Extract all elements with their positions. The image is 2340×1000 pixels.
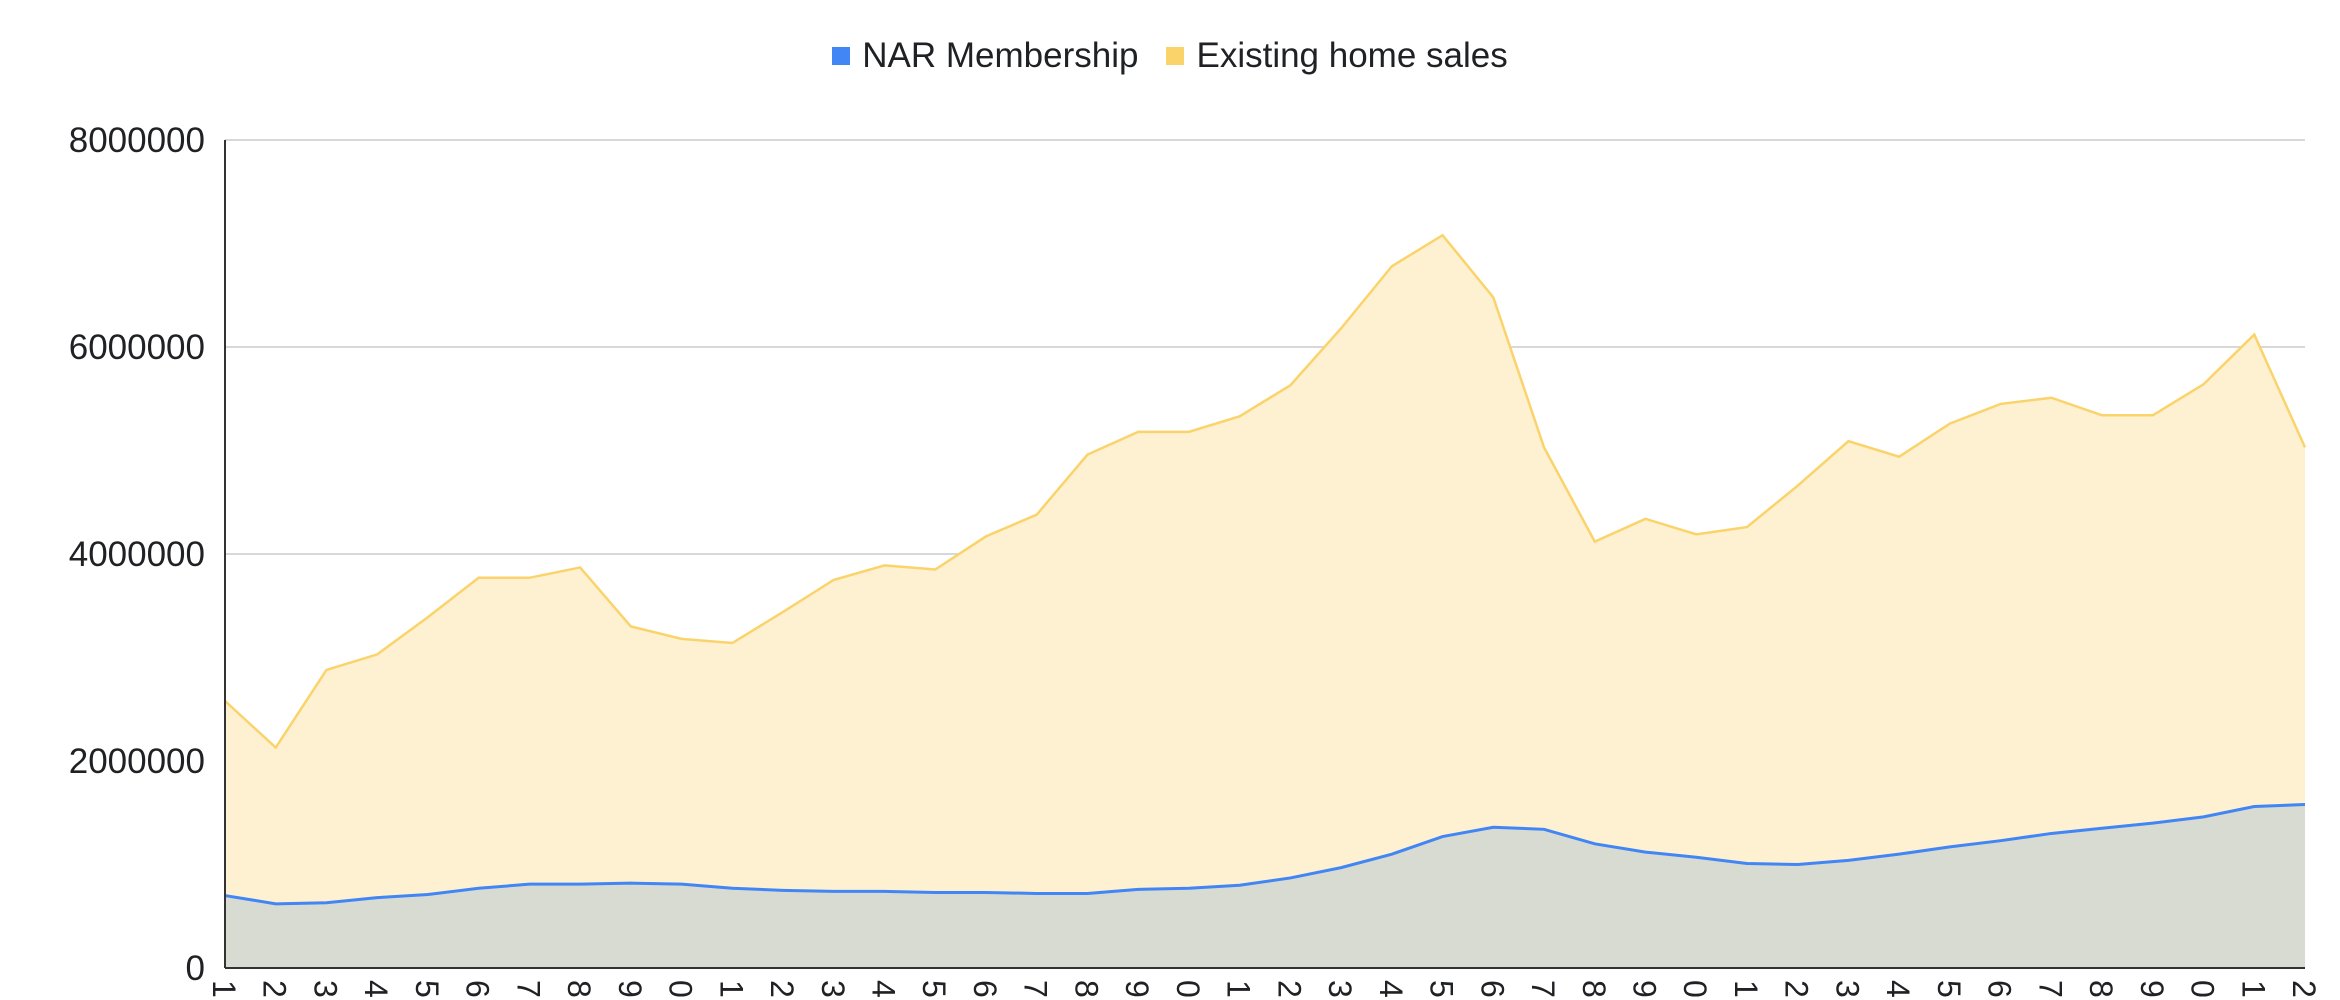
x-tick-label: 0 — [2185, 980, 2221, 998]
x-tick-label: 1 — [713, 980, 749, 998]
y-tick-label: 0 — [186, 949, 205, 988]
y-tick-label: 6000000 — [69, 328, 205, 367]
legend-swatch-existing-home-sales — [1166, 47, 1185, 65]
x-tick-label: 2 — [764, 980, 800, 998]
y-tick-label: 4000000 — [69, 535, 205, 574]
legend-item-nar-membership: NAR Membership — [832, 36, 1138, 76]
x-tick-label: 7 — [1018, 980, 1054, 998]
x-tick-label: 3 — [307, 980, 343, 998]
x-tick-label: 1 — [2235, 980, 2271, 998]
x-tick-label: 3 — [1829, 980, 1865, 998]
x-tick-label: 0 — [1677, 980, 1713, 998]
x-tick-label: 0 — [1170, 980, 1206, 998]
x-tick-label: 9 — [612, 980, 648, 998]
x-tick-label: 4 — [1880, 980, 1916, 998]
x-tick-label: 1 — [1221, 980, 1257, 998]
y-axis-ticks: 0 2000000 4000000 6000000 8000000 — [69, 121, 205, 988]
x-tick-label: 2 — [1271, 980, 1307, 998]
legend-label-nar-membership: NAR Membership — [862, 36, 1139, 75]
x-tick-label: 1 — [1728, 980, 1764, 998]
x-tick-label: 5 — [916, 980, 952, 998]
x-tick-label: 2 — [2286, 980, 2322, 998]
x-tick-label: 1 — [206, 980, 242, 998]
x-tick-label: 7 — [510, 980, 546, 998]
legend-swatch-nar-membership — [832, 47, 851, 65]
x-tick-label: 8 — [1576, 980, 1612, 998]
series-areas — [225, 235, 2305, 969]
legend: NAR Membership Existing home sales — [0, 36, 2340, 76]
x-tick-label: 3 — [1322, 980, 1358, 998]
x-tick-label: 9 — [1119, 980, 1155, 998]
axes — [224, 140, 2305, 969]
x-tick-label: 2 — [1779, 980, 1815, 998]
x-tick-label: 9 — [2134, 980, 2170, 998]
legend-item-existing-home-sales: Existing home sales — [1166, 36, 1508, 76]
legend-label-existing-home-sales: Existing home sales — [1196, 36, 1508, 75]
x-tick-label: 5 — [1424, 980, 1460, 998]
line-nar-membership — [224, 802, 2306, 906]
y-tick-label: 8000000 — [69, 121, 205, 160]
x-tick-label: 4 — [1373, 980, 1409, 998]
area-nar-membership — [225, 804, 2305, 968]
x-tick-label: 7 — [1525, 980, 1561, 998]
x-tick-label: 5 — [409, 980, 445, 998]
x-tick-label: 8 — [2083, 980, 2119, 998]
x-tick-label: 9 — [1626, 980, 1662, 998]
x-tick-label: 8 — [1068, 980, 1104, 998]
x-tick-label: 3 — [815, 980, 851, 998]
series-lines — [224, 233, 2307, 906]
y-tick-label: 2000000 — [69, 742, 205, 781]
x-tick-label: 2 — [257, 980, 293, 998]
x-tick-label: 7 — [2032, 980, 2068, 998]
x-tick-label: 4 — [866, 980, 902, 998]
x-tick-label: 8 — [561, 980, 597, 998]
x-tick-label: 6 — [967, 980, 1003, 998]
x-tick-label: 0 — [663, 980, 699, 998]
x-tick-label: 6 — [1474, 980, 1510, 998]
line-existing-home-sales — [224, 233, 2307, 750]
x-tick-label: 6 — [1982, 980, 2018, 998]
x-tick-label: 5 — [1931, 980, 1967, 998]
x-tick-label: 6 — [460, 980, 496, 998]
x-tick-label: 4 — [358, 980, 394, 998]
area-existing-home-sales — [225, 235, 2305, 969]
